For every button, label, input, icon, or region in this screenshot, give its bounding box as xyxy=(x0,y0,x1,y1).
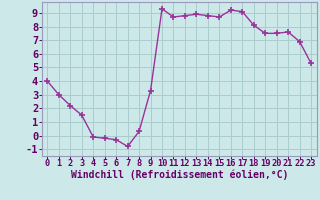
X-axis label: Windchill (Refroidissement éolien,°C): Windchill (Refroidissement éolien,°C) xyxy=(70,170,288,180)
